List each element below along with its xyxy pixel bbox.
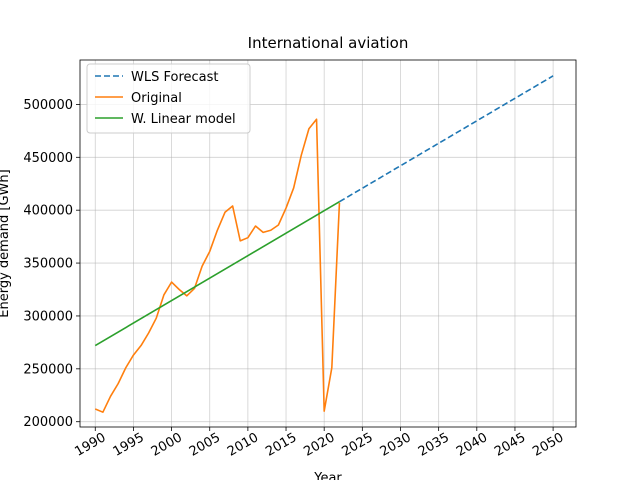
y-tick-label: 200000 bbox=[23, 415, 73, 430]
chart-title: International aviation bbox=[248, 34, 409, 52]
plot-frame bbox=[79, 59, 577, 428]
series-line-w-linear-model bbox=[94, 201, 340, 347]
y-tick-label: 450000 bbox=[23, 151, 73, 166]
series-line-wls-forecast bbox=[339, 75, 554, 203]
legend-label: W. Linear model bbox=[131, 112, 236, 127]
x-axis-label: Year bbox=[313, 471, 342, 480]
y-tick-label: 300000 bbox=[23, 309, 73, 324]
legend-label: Original bbox=[131, 91, 182, 106]
legend-label: WLS Forecast bbox=[131, 70, 219, 85]
y-tick-label: 350000 bbox=[23, 257, 73, 272]
legend: WLS Forecast Original W. Linear model bbox=[86, 63, 251, 134]
y-axis-label: Energy demand [GWh] bbox=[0, 169, 12, 317]
legend-box bbox=[86, 63, 251, 134]
y-tick-label: 250000 bbox=[23, 362, 73, 377]
y-tick-label: 400000 bbox=[23, 204, 73, 219]
series-layer bbox=[94, 75, 554, 413]
series-line-original bbox=[94, 118, 341, 413]
y-tick-label: 500000 bbox=[23, 98, 73, 113]
